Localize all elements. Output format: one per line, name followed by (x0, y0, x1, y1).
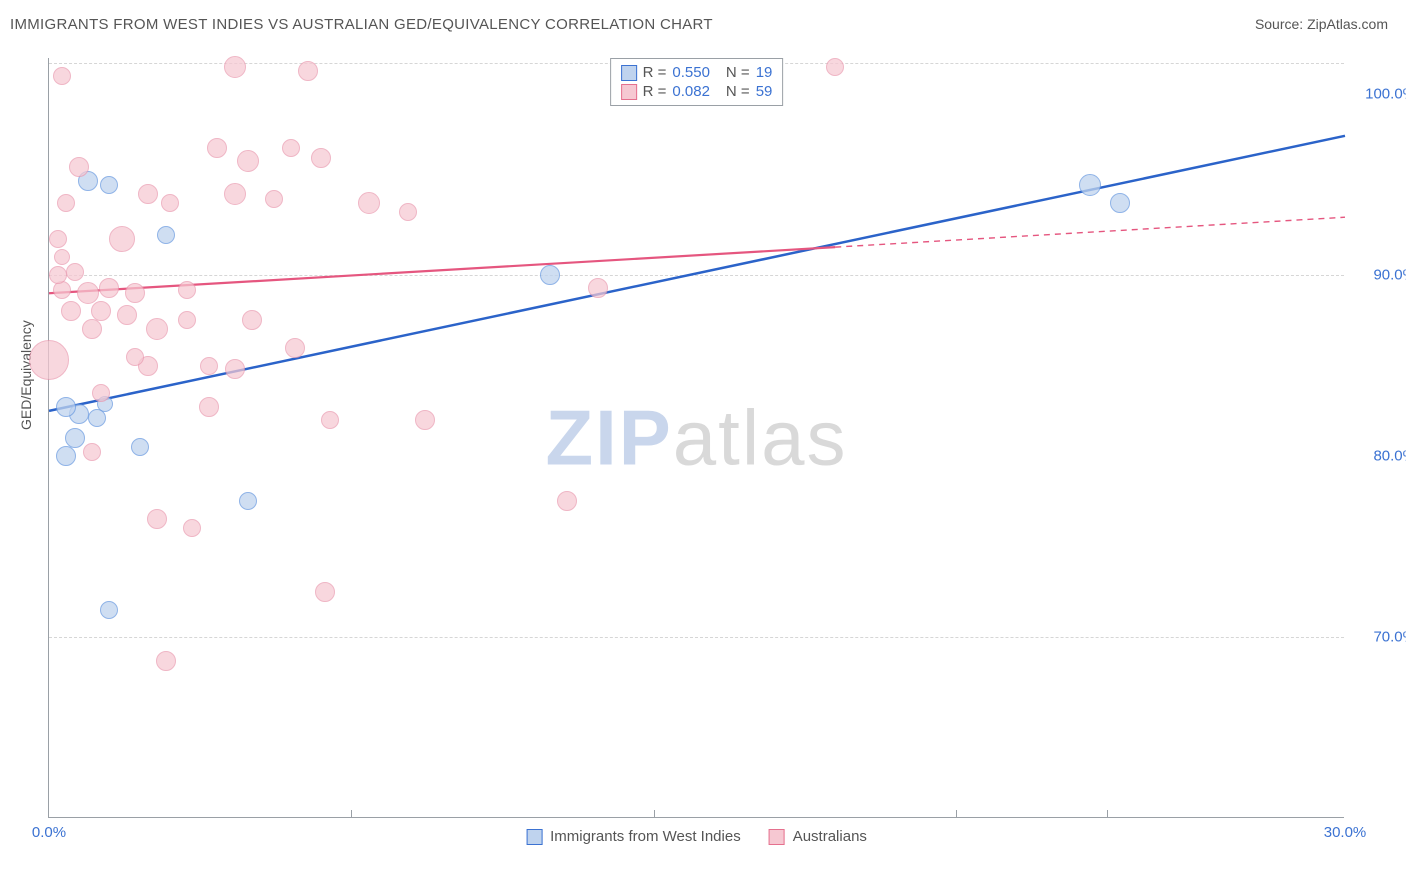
legend-swatch (769, 829, 785, 845)
chart-title: IMMIGRANTS FROM WEST INDIES VS AUSTRALIA… (10, 16, 713, 33)
source-prefix: Source: (1255, 16, 1307, 32)
pink-point (161, 194, 179, 212)
x-tick-mark (1107, 810, 1108, 818)
pink-point (225, 359, 245, 379)
legend-series-label: Australians (793, 828, 867, 845)
pink-point (557, 491, 577, 511)
legend-r-label: R = (643, 83, 667, 100)
pink-point (29, 340, 69, 380)
pink-point (207, 138, 227, 158)
blue-point (540, 265, 560, 285)
pink-point (224, 56, 246, 78)
blue-point (157, 226, 175, 244)
blue-point (1079, 174, 1101, 196)
pink-point (588, 278, 608, 298)
pink-point (138, 184, 158, 204)
pink-point (91, 301, 111, 321)
x-tick-mark (956, 810, 957, 818)
pink-point (224, 183, 246, 205)
x-tick-label: 0.0% (32, 824, 66, 841)
legend-swatch (621, 84, 637, 100)
pink-point (57, 194, 75, 212)
pink-point (183, 519, 201, 537)
legend-r-label: R = (643, 64, 667, 81)
legend-n-value: 19 (756, 64, 773, 81)
pink-point (69, 157, 89, 177)
blue-point (100, 601, 118, 619)
pink-point (321, 411, 339, 429)
pink-point (66, 263, 84, 281)
legend-swatch (621, 65, 637, 81)
pink-point (99, 278, 119, 298)
pink-point (298, 61, 318, 81)
blue-point (100, 176, 118, 194)
chart-svg (49, 58, 1344, 817)
y-tick-label: 90.0% (1373, 267, 1406, 284)
y-tick-label: 80.0% (1373, 448, 1406, 465)
legend-stats-row: R = 0.550 N = 19 (621, 63, 773, 82)
pink-point (117, 305, 137, 325)
source-value: ZipAtlas.com (1307, 16, 1388, 32)
legend-series: Immigrants from West Indies Australians (526, 828, 867, 845)
blue-point (131, 438, 149, 456)
legend-series-label: Immigrants from West Indies (550, 828, 741, 845)
legend-n-label: N = (726, 64, 750, 81)
pink-point (147, 509, 167, 529)
regression-line (835, 217, 1345, 247)
blue-point (56, 397, 76, 417)
pink-point (49, 266, 67, 284)
pink-point (178, 281, 196, 299)
pink-point (311, 148, 331, 168)
blue-point (1110, 193, 1130, 213)
pink-point (92, 384, 110, 402)
pink-point (826, 58, 844, 76)
legend-n-label: N = (726, 83, 750, 100)
pink-point (53, 67, 71, 85)
blue-point (56, 446, 76, 466)
x-tick-mark (351, 810, 352, 818)
x-tick-mark (654, 810, 655, 818)
pink-point (54, 249, 70, 265)
pink-point (315, 582, 335, 602)
pink-point (77, 282, 99, 304)
pink-point (415, 410, 435, 430)
pink-point (178, 311, 196, 329)
pink-point (358, 192, 380, 214)
blue-point (239, 492, 257, 510)
legend-stats: R = 0.550 N = 19 R = 0.082 N = 59 (610, 58, 784, 106)
blue-point (65, 428, 85, 448)
pink-point (61, 301, 81, 321)
pink-point (146, 318, 168, 340)
pink-point (285, 338, 305, 358)
y-axis-label: GED/Equivalency (18, 320, 34, 430)
legend-r-value: 0.082 (672, 83, 710, 100)
source-label: Source: ZipAtlas.com (1255, 16, 1388, 32)
y-tick-label: 70.0% (1373, 629, 1406, 646)
legend-series-item: Immigrants from West Indies (526, 828, 741, 845)
pink-point (49, 230, 67, 248)
pink-point (237, 150, 259, 172)
pink-point (242, 310, 262, 330)
pink-point (200, 357, 218, 375)
pink-point (126, 348, 144, 366)
pink-point (82, 319, 102, 339)
pink-point (109, 226, 135, 252)
legend-swatch (526, 829, 542, 845)
legend-r-value: 0.550 (672, 64, 710, 81)
legend-series-item: Australians (769, 828, 867, 845)
blue-point (88, 409, 106, 427)
pink-point (156, 651, 176, 671)
pink-point (83, 443, 101, 461)
pink-point (125, 283, 145, 303)
plot-area: ZIPatlas R =0.550N =19R =0.082N =59 Immi… (48, 58, 1344, 818)
pink-point (399, 203, 417, 221)
pink-point (282, 139, 300, 157)
legend-n-value: 59 (756, 83, 773, 100)
pink-point (199, 397, 219, 417)
pink-point (265, 190, 283, 208)
legend-stats-row: R = 0.082 N = 59 (621, 82, 773, 101)
x-tick-label: 30.0% (1324, 824, 1367, 841)
y-tick-label: 100.0% (1365, 86, 1406, 103)
